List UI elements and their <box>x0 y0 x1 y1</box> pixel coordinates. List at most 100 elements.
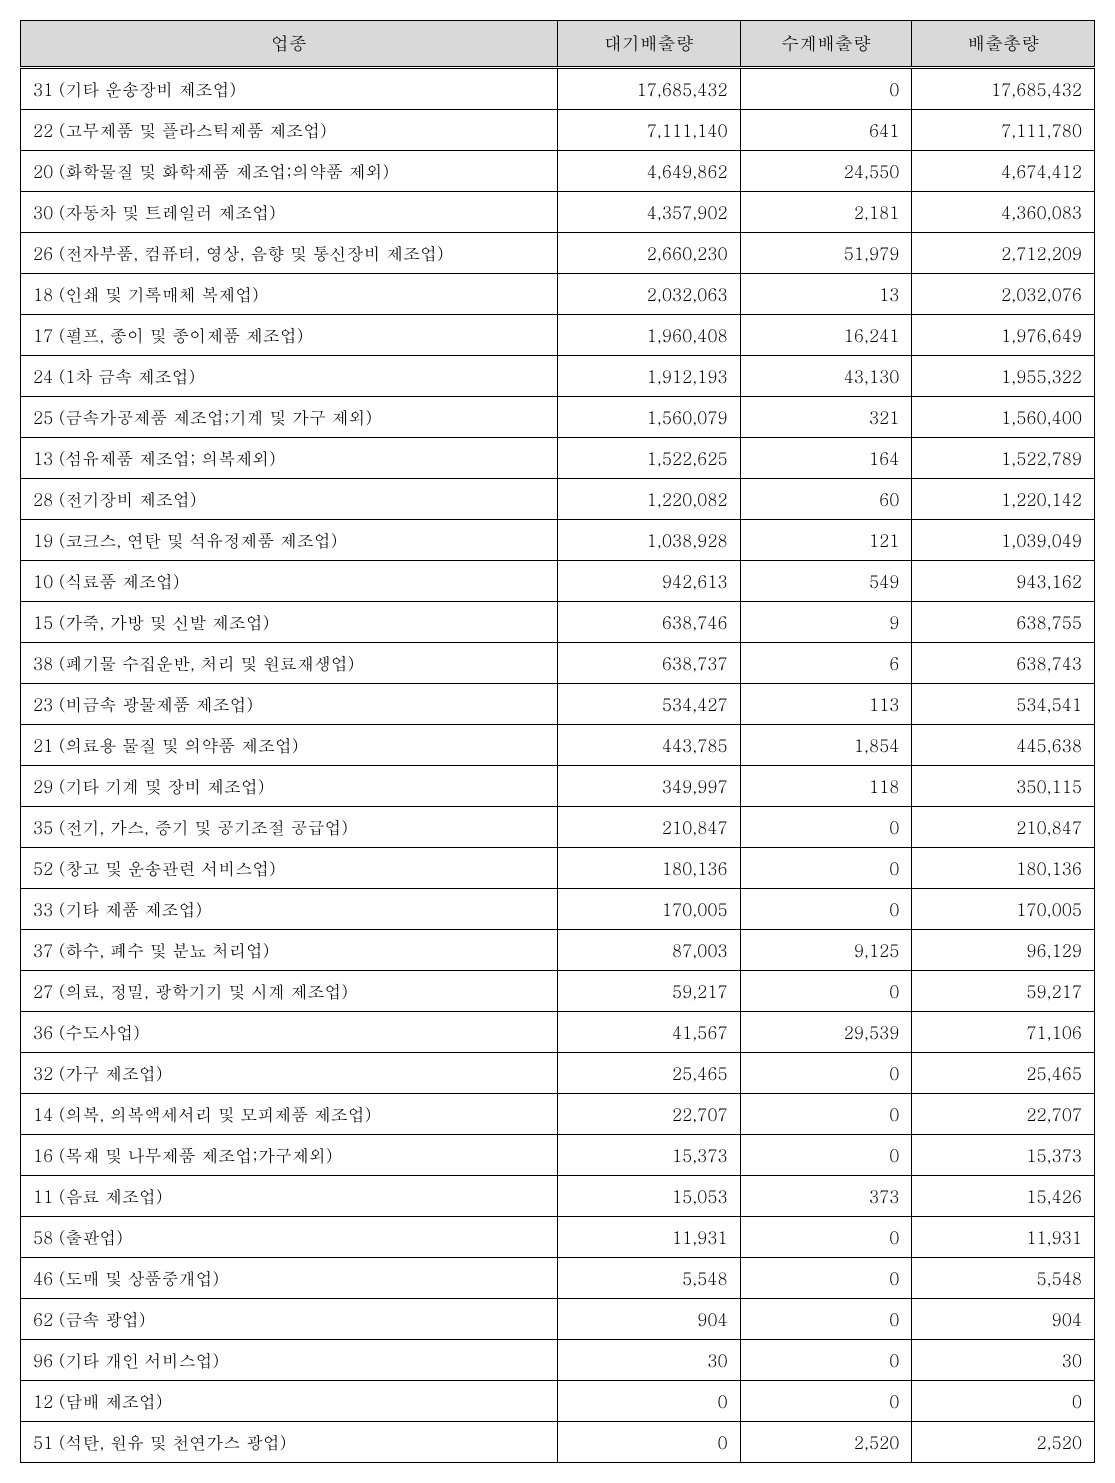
cell-industry: 36 (수도사업) <box>21 1012 558 1053</box>
cell-industry: 27 (의료, 정밀, 광학기기 및 시계 제조업) <box>21 971 558 1012</box>
cell-air-emission: 180,136 <box>558 848 741 889</box>
col-header-water: 수계배출량 <box>740 21 912 67</box>
cell-industry: 24 (1차 금속 제조업) <box>21 356 558 397</box>
col-header-total: 배출총량 <box>912 21 1095 67</box>
col-header-air: 대기배출량 <box>558 21 741 67</box>
cell-total-emission: 1,522,789 <box>912 438 1095 479</box>
cell-air-emission: 534,427 <box>558 684 741 725</box>
cell-total-emission: 7,111,780 <box>912 110 1095 151</box>
cell-total-emission: 904 <box>912 1299 1095 1340</box>
table-row: 28 (전기장비 제조업)1,220,082601,220,142 <box>21 479 1095 520</box>
cell-air-emission: 30 <box>558 1340 741 1381</box>
table-row: 96 (기타 개인 서비스업)30030 <box>21 1340 1095 1381</box>
table-row: 18 (인쇄 및 기록매체 복제업)2,032,063132,032,076 <box>21 274 1095 315</box>
cell-air-emission: 1,522,625 <box>558 438 741 479</box>
cell-total-emission: 638,743 <box>912 643 1095 684</box>
cell-total-emission: 5,548 <box>912 1258 1095 1299</box>
cell-water-emission: 0 <box>740 1094 912 1135</box>
cell-industry: 52 (창고 및 운송관련 서비스업) <box>21 848 558 889</box>
cell-industry: 25 (금속가공제품 제조업;기계 및 가구 제외) <box>21 397 558 438</box>
table-row: 13 (섬유제품 제조업; 의복제외)1,522,6251641,522,789 <box>21 438 1095 479</box>
cell-air-emission: 7,111,140 <box>558 110 741 151</box>
cell-water-emission: 0 <box>740 1381 912 1422</box>
cell-industry: 18 (인쇄 및 기록매체 복제업) <box>21 274 558 315</box>
cell-total-emission: 15,373 <box>912 1135 1095 1176</box>
cell-air-emission: 15,053 <box>558 1176 741 1217</box>
col-header-industry: 업종 <box>21 21 558 67</box>
cell-water-emission: 0 <box>740 971 912 1012</box>
cell-industry: 13 (섬유제품 제조업; 의복제외) <box>21 438 558 479</box>
cell-water-emission: 9,125 <box>740 930 912 971</box>
cell-air-emission: 0 <box>558 1422 741 1463</box>
table-row: 52 (창고 및 운송관련 서비스업)180,1360180,136 <box>21 848 1095 889</box>
table-row: 35 (전기, 가스, 증기 및 공기조절 공급업)210,8470210,84… <box>21 807 1095 848</box>
cell-total-emission: 1,560,400 <box>912 397 1095 438</box>
cell-total-emission: 17,685,432 <box>912 68 1095 110</box>
cell-water-emission: 373 <box>740 1176 912 1217</box>
cell-total-emission: 1,955,322 <box>912 356 1095 397</box>
cell-water-emission: 118 <box>740 766 912 807</box>
cell-air-emission: 15,373 <box>558 1135 741 1176</box>
cell-water-emission: 0 <box>740 68 912 110</box>
cell-water-emission: 0 <box>740 807 912 848</box>
table-row: 15 (가죽, 가방 및 신발 제조업)638,7469638,755 <box>21 602 1095 643</box>
cell-water-emission: 549 <box>740 561 912 602</box>
cell-water-emission: 0 <box>740 1258 912 1299</box>
cell-water-emission: 641 <box>740 110 912 151</box>
cell-air-emission: 2,660,230 <box>558 233 741 274</box>
table-row: 29 (기타 기계 및 장비 제조업)349,997118350,115 <box>21 766 1095 807</box>
cell-total-emission: 0 <box>912 1381 1095 1422</box>
cell-industry: 28 (전기장비 제조업) <box>21 479 558 520</box>
cell-industry: 16 (목재 및 나무제품 제조업;가구제외) <box>21 1135 558 1176</box>
cell-air-emission: 1,912,193 <box>558 356 741 397</box>
table-header: 업종 대기배출량 수계배출량 배출총량 <box>21 21 1095 68</box>
cell-air-emission: 1,560,079 <box>558 397 741 438</box>
table-row: 58 (출판업)11,931011,931 <box>21 1217 1095 1258</box>
cell-water-emission: 16,241 <box>740 315 912 356</box>
cell-air-emission: 1,960,408 <box>558 315 741 356</box>
cell-water-emission: 0 <box>740 1299 912 1340</box>
cell-water-emission: 0 <box>740 848 912 889</box>
cell-air-emission: 349,997 <box>558 766 741 807</box>
cell-industry: 21 (의료용 물질 및 의약품 제조업) <box>21 725 558 766</box>
cell-industry: 38 (폐기물 수집운반, 처리 및 원료재생업) <box>21 643 558 684</box>
cell-water-emission: 0 <box>740 1053 912 1094</box>
cell-total-emission: 4,360,083 <box>912 192 1095 233</box>
cell-air-emission: 170,005 <box>558 889 741 930</box>
cell-water-emission: 43,130 <box>740 356 912 397</box>
cell-industry: 31 (기타 운송장비 제조업) <box>21 68 558 110</box>
table-row: 22 (고무제품 및 플라스틱제품 제조업)7,111,1406417,111,… <box>21 110 1095 151</box>
table-row: 32 (가구 제조업)25,465025,465 <box>21 1053 1095 1094</box>
cell-industry: 62 (금속 광업) <box>21 1299 558 1340</box>
table-row: 17 (펄프, 종이 및 종이제품 제조업)1,960,40816,2411,9… <box>21 315 1095 356</box>
cell-industry: 37 (하수, 폐수 및 분뇨 처리업) <box>21 930 558 971</box>
cell-air-emission: 638,737 <box>558 643 741 684</box>
table-row: 25 (금속가공제품 제조업;기계 및 가구 제외)1,560,0793211,… <box>21 397 1095 438</box>
cell-air-emission: 2,032,063 <box>558 274 741 315</box>
cell-total-emission: 2,712,209 <box>912 233 1095 274</box>
table-row: 23 (비금속 광물제품 제조업)534,427113534,541 <box>21 684 1095 725</box>
cell-total-emission: 30 <box>912 1340 1095 1381</box>
cell-industry: 35 (전기, 가스, 증기 및 공기조절 공급업) <box>21 807 558 848</box>
cell-water-emission: 1,854 <box>740 725 912 766</box>
cell-total-emission: 350,115 <box>912 766 1095 807</box>
cell-water-emission: 121 <box>740 520 912 561</box>
cell-air-emission: 1,038,928 <box>558 520 741 561</box>
table-row: 16 (목재 및 나무제품 제조업;가구제외)15,373015,373 <box>21 1135 1095 1176</box>
cell-industry: 19 (코크스, 연탄 및 석유정제품 제조업) <box>21 520 558 561</box>
cell-water-emission: 9 <box>740 602 912 643</box>
cell-water-emission: 113 <box>740 684 912 725</box>
cell-industry: 96 (기타 개인 서비스업) <box>21 1340 558 1381</box>
cell-water-emission: 0 <box>740 1217 912 1258</box>
cell-air-emission: 4,357,902 <box>558 192 741 233</box>
cell-total-emission: 445,638 <box>912 725 1095 766</box>
cell-water-emission: 29,539 <box>740 1012 912 1053</box>
table-row: 21 (의료용 물질 및 의약품 제조업)443,7851,854445,638 <box>21 725 1095 766</box>
table-row: 26 (전자부품, 컴퓨터, 영상, 음향 및 통신장비 제조업)2,660,2… <box>21 233 1095 274</box>
cell-total-emission: 59,217 <box>912 971 1095 1012</box>
table-row: 12 (담배 제조업)000 <box>21 1381 1095 1422</box>
cell-industry: 22 (고무제품 및 플라스틱제품 제조업) <box>21 110 558 151</box>
cell-air-emission: 1,220,082 <box>558 479 741 520</box>
cell-water-emission: 321 <box>740 397 912 438</box>
cell-water-emission: 2,181 <box>740 192 912 233</box>
